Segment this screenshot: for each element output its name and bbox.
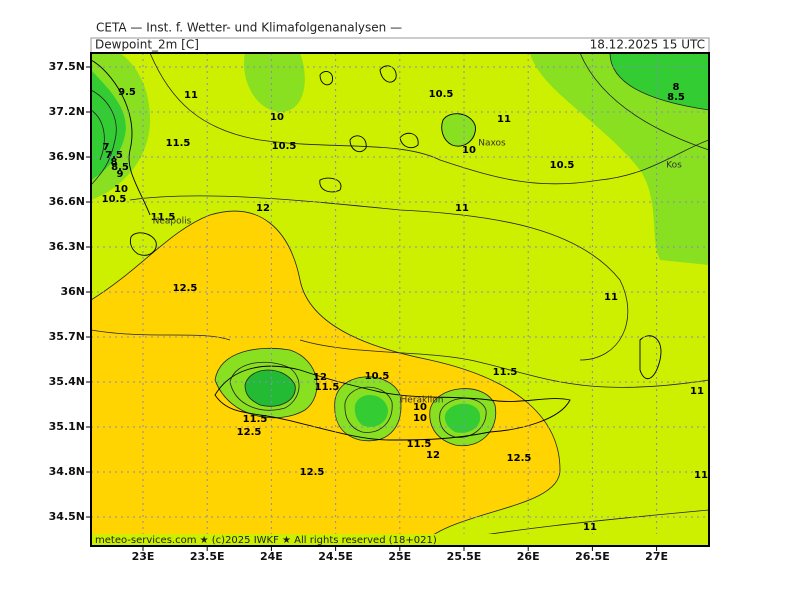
contour-label: 11.5: [407, 439, 432, 450]
contour-labels: 9.5 11 10 10.5 11 8 8.5 7 7.5 8 8.5 9 11…: [102, 82, 708, 533]
lon-label: 27E: [645, 550, 668, 563]
lon-label: 23E: [132, 550, 155, 563]
lon-label: 24.5E: [318, 550, 353, 563]
contour-label: 10: [114, 184, 128, 195]
lat-label: 34.5N: [49, 510, 85, 523]
contour-label: 12.5: [507, 453, 532, 464]
contour-label: 12.5: [173, 283, 198, 294]
contour-label: 10: [413, 402, 427, 413]
contour-label: 11: [583, 522, 597, 533]
contour-label: 11.5: [493, 367, 518, 378]
footer-bg: [92, 534, 708, 545]
contour-label: 10.5: [365, 371, 390, 382]
place-names: Naxos Kos Neapolis Heraklion: [153, 139, 682, 406]
contour-label: 11: [184, 90, 198, 101]
contour-label: 11.5: [243, 414, 268, 425]
contour-label: 7: [103, 142, 110, 153]
coastlines: [91, 59, 662, 441]
contour-label: 10: [413, 413, 427, 424]
grid: [91, 53, 709, 546]
contour-label: 11.5: [315, 382, 340, 393]
place-name: Neapolis: [153, 217, 192, 227]
green-area: [610, 53, 709, 110]
place-name: Kos: [666, 161, 682, 171]
contour-label: 12.5: [300, 467, 325, 478]
contour-label: 11: [604, 292, 618, 303]
contour-label: 8: [111, 157, 118, 168]
lat-label: 36.9N: [49, 150, 85, 163]
lat-label: 35.1N: [49, 420, 85, 433]
contour-label: 12: [313, 372, 327, 383]
contour-label: 10.5: [272, 141, 297, 152]
contour-label: 10.5: [102, 194, 127, 205]
green-area: [91, 70, 126, 180]
lat-label: 34.8N: [49, 465, 85, 478]
map-field: [91, 53, 709, 546]
green-area: [444, 403, 481, 433]
contour-label: 10: [462, 145, 476, 156]
place-name: Heraklion: [401, 396, 444, 406]
contour-label: 10.5: [550, 160, 575, 171]
contour-label: 11.5: [151, 212, 176, 223]
green-area: [354, 394, 388, 427]
contour-label: 10: [270, 112, 284, 123]
axis-labels: 37.5N 37.2N 36.9N 36.6N 36.3N 36N 35.7N 35.4N 35…: [49, 60, 668, 563]
lon-label: 25.5E: [447, 550, 482, 563]
lat-label: 35.7N: [49, 330, 85, 343]
contour-label: 9.5: [118, 87, 136, 98]
green-area: [244, 53, 305, 112]
place-name: Naxos: [478, 139, 506, 149]
lon-label: 25E: [388, 550, 411, 563]
lat-label: 35.4N: [49, 375, 85, 388]
warm-area: [91, 211, 560, 546]
contour-label: 11.5: [166, 138, 191, 149]
parameter: Dewpoint_2m [C]: [95, 38, 199, 52]
lat-label: 37.5N: [49, 60, 85, 73]
lon-label: 23.5E: [190, 550, 225, 563]
contour-label: 8: [673, 82, 680, 93]
contour-label: 11: [497, 114, 511, 125]
green-area: [441, 113, 476, 147]
contour-label: 7.5: [105, 150, 123, 161]
contour-label: 10.5: [429, 89, 454, 100]
contour-label: 12.5: [237, 427, 262, 438]
green-area: [245, 370, 296, 407]
contour-label: 12: [426, 450, 440, 461]
contour-label: 11: [694, 470, 708, 481]
lat-label: 36N: [60, 285, 85, 298]
lat-label: 36.6N: [49, 195, 85, 208]
lon-label: 26E: [517, 550, 540, 563]
contour-label: 8.5: [111, 162, 129, 173]
contour-label: 11: [690, 386, 704, 397]
lat-label: 37.2N: [49, 105, 85, 118]
contours: [91, 53, 709, 546]
contour-label: 8.5: [667, 92, 685, 103]
contour-label: 9: [117, 169, 124, 180]
contour-label: 12: [256, 203, 270, 214]
valid-time: 18.12.2025 15 UTC: [590, 38, 705, 52]
contour-label: 11: [455, 203, 469, 214]
header-title: CETA — Inst. f. Wetter- und Klimafolgena…: [96, 21, 402, 35]
green-area: [530, 53, 709, 265]
lat-label: 36.3N: [49, 240, 85, 253]
lon-label: 24E: [260, 550, 283, 563]
footer: meteo-services.com ★ (c)2025 IWKF ★ All …: [95, 535, 437, 546]
lon-label: 26.5E: [575, 550, 610, 563]
